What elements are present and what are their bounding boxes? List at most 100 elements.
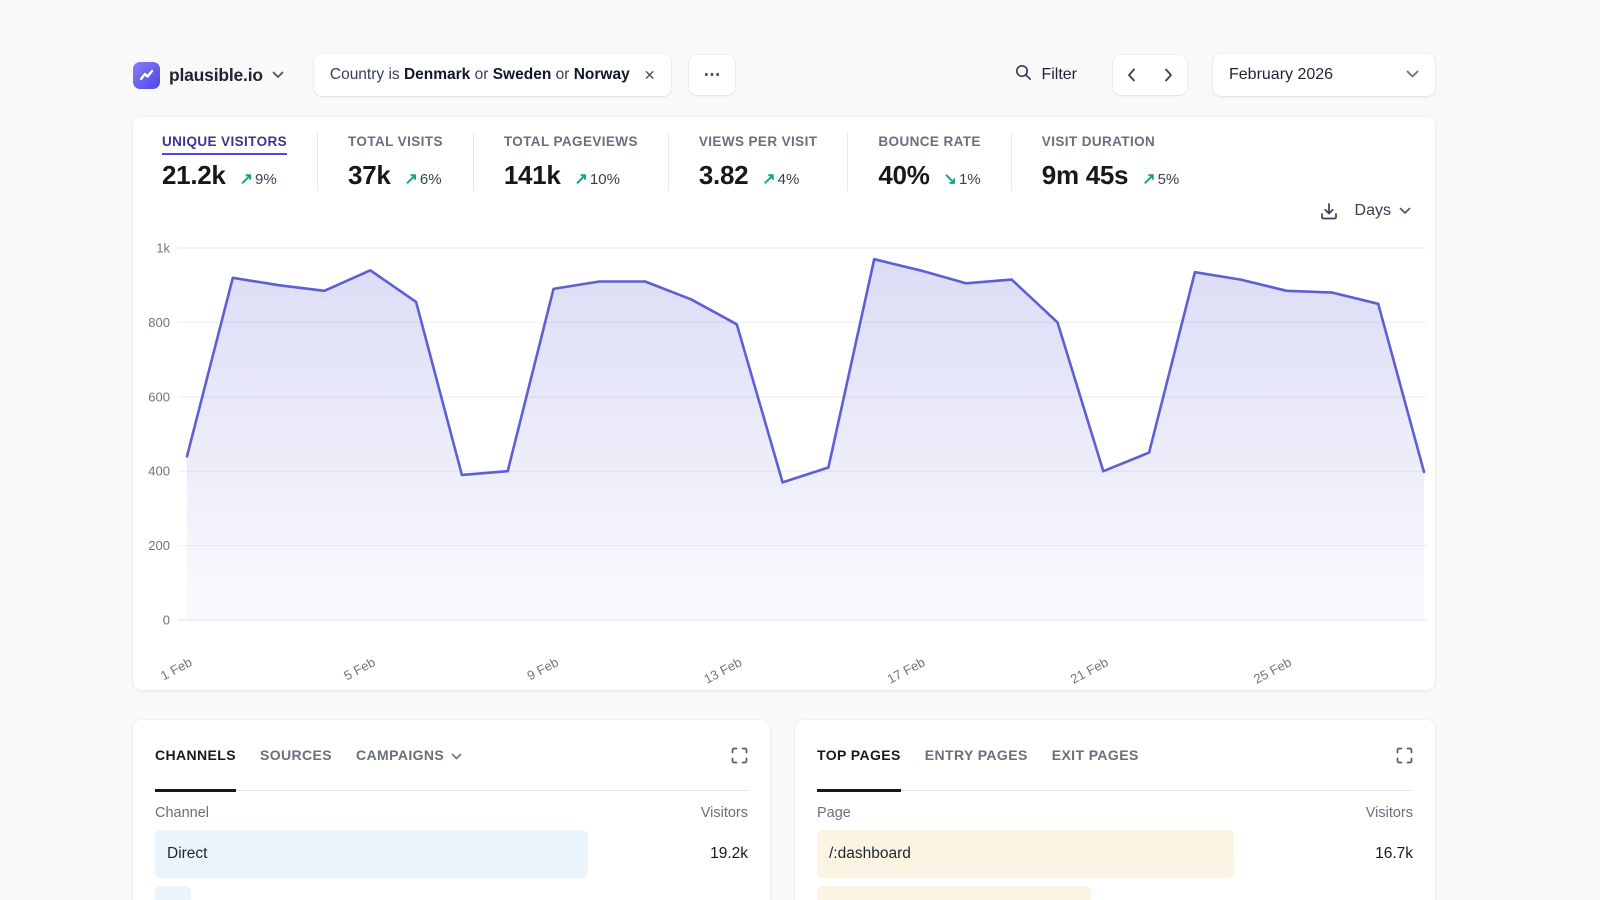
visitors-panel: Unique visitors 21.2k ↗9% Total visits 37k↗6… bbox=[133, 117, 1435, 690]
x-axis-tick-label: 25 Feb bbox=[1251, 654, 1294, 686]
value-bar bbox=[155, 886, 191, 900]
x-axis-tick-label: 5 Feb bbox=[341, 654, 377, 683]
x-axis-tick-label: 13 Feb bbox=[701, 654, 744, 686]
metric-label: Total visits bbox=[348, 134, 443, 155]
arrow-up-right-icon: ↗ bbox=[762, 171, 775, 188]
y-axis-tick-label: 0 bbox=[163, 613, 170, 628]
x-axis-tick-label: 1 Feb bbox=[158, 654, 194, 683]
row-label[interactable]: /:dashboard bbox=[829, 830, 911, 878]
metric-unique-visitors[interactable]: Unique visitors 21.2k ↗9% bbox=[162, 133, 318, 191]
interval-select[interactable]: Days bbox=[1355, 202, 1411, 220]
metric-label: Bounce rate bbox=[878, 134, 980, 155]
metric-bounce-rate[interactable]: Bounce rate 40% ↘1% bbox=[878, 133, 1011, 191]
row-label[interactable]: Direct bbox=[167, 830, 207, 878]
date-range-label: February 2026 bbox=[1229, 66, 1406, 84]
prev-period-button[interactable] bbox=[1123, 64, 1140, 86]
metric-value: 21.2k bbox=[162, 160, 226, 191]
x-axis-tick-label: 21 Feb bbox=[1068, 654, 1111, 686]
chevron-down-icon bbox=[1399, 202, 1411, 220]
column-header-visitors: Visitors bbox=[701, 805, 748, 821]
breakdown-rows: /:dashboard 16.7k bbox=[817, 830, 1413, 900]
metric-value-row: 37k↗6% bbox=[348, 160, 443, 191]
chevron-down-icon bbox=[451, 747, 462, 763]
metric-value: 40% bbox=[878, 160, 929, 191]
y-axis-tick-label: 200 bbox=[148, 538, 170, 553]
chevron-down-icon bbox=[272, 66, 284, 84]
metric-value-row: 21.2k ↗9% bbox=[162, 160, 287, 191]
x-axis-tick-label: 9 Feb bbox=[525, 654, 561, 683]
export-download-icon[interactable] bbox=[1319, 201, 1339, 221]
metric-delta: ↗6% bbox=[405, 169, 442, 189]
area-fill bbox=[187, 259, 1424, 620]
top-pages-panel: Top pagesEntry pagesExit pagesPageVisito… bbox=[795, 720, 1435, 900]
arrow-down-right-icon: ↘ bbox=[944, 171, 957, 188]
tab-channels[interactable]: Channels bbox=[155, 720, 236, 790]
arrow-up-right-icon: ↗ bbox=[1142, 171, 1155, 188]
tab-campaigns[interactable]: Campaigns bbox=[356, 720, 462, 790]
metric-label: Visit duration bbox=[1042, 134, 1155, 155]
visitors-area-chart[interactable]: 0 200 400 600 800 1k 1 Feb 5 Feb 9 Feb 13 Feb 17 F… bbox=[133, 229, 1435, 690]
site-name: plausible.io bbox=[169, 65, 263, 86]
row-value: 19.2k bbox=[710, 830, 748, 878]
plausible-logo-icon bbox=[133, 62, 160, 89]
y-axis-tick-label: 800 bbox=[148, 315, 170, 330]
metric-value-row: 9m 45s ↗5% bbox=[1042, 160, 1179, 191]
column-header-name: Page bbox=[817, 805, 851, 821]
y-axis-tick-label: 400 bbox=[148, 464, 170, 479]
metric-label: Unique visitors bbox=[162, 134, 287, 155]
filter-button-label: Filter bbox=[1041, 66, 1077, 84]
tab-entry-pages[interactable]: Entry pages bbox=[925, 720, 1028, 790]
more-filters-button[interactable]: ⋯ bbox=[689, 55, 735, 95]
metric-total-pageviews[interactable]: Total pageviews 141k ↗10% bbox=[504, 133, 669, 191]
arrow-up-right-icon: ↗ bbox=[240, 171, 253, 188]
arrow-up-right-icon: ↗ bbox=[574, 171, 587, 188]
metric-delta: ↗10% bbox=[574, 169, 619, 189]
metric-views-per-visit[interactable]: Views per visit3.82↗4% bbox=[699, 133, 849, 191]
arrow-up-right-icon: ↗ bbox=[405, 171, 418, 188]
table-row-partial[interactable] bbox=[155, 886, 748, 900]
y-axis-tick-label: 1k bbox=[156, 241, 170, 256]
table-row[interactable]: /:dashboard 16.7k bbox=[817, 830, 1413, 878]
metric-delta: ↘1% bbox=[944, 169, 981, 189]
channels-panel: Channels Sources Campaigns Channel Visitors D… bbox=[133, 720, 770, 900]
top-bar: plausible.io Country is Denmark or Swede… bbox=[133, 52, 1435, 98]
metric-label: Total pageviews bbox=[504, 134, 638, 155]
column-header-name: Channel bbox=[155, 805, 209, 821]
table-row[interactable]: Direct 19.2k bbox=[155, 830, 748, 878]
metric-value: 3.82 bbox=[699, 160, 748, 191]
metric-delta: ↗5% bbox=[1142, 169, 1179, 189]
expand-icon[interactable] bbox=[1396, 747, 1413, 764]
next-period-button[interactable] bbox=[1160, 64, 1177, 86]
date-range-select[interactable]: February 2026 bbox=[1213, 54, 1435, 96]
site-switcher[interactable]: plausible.io bbox=[133, 62, 284, 89]
metric-visit-duration[interactable]: Visit duration 9m 45s ↗5% bbox=[1042, 133, 1209, 191]
tab-exit-pages[interactable]: Exit pages bbox=[1052, 720, 1139, 790]
x-axis-tick-label: 17 Feb bbox=[885, 654, 928, 686]
tabs-row: Channels Sources Campaigns bbox=[155, 720, 748, 791]
metric-total-visits[interactable]: Total visits 37k↗6% bbox=[348, 133, 474, 191]
chart-controls: Days bbox=[1319, 201, 1411, 221]
tab-top-pages[interactable]: Top pages bbox=[817, 720, 901, 790]
metric-value: 141k bbox=[504, 160, 561, 191]
y-axis-tick-label: 600 bbox=[148, 389, 170, 404]
filter-text: Country is Denmark or Sweden or Norway bbox=[330, 66, 630, 84]
filter-button[interactable]: Filter bbox=[1015, 64, 1077, 86]
value-bar bbox=[817, 886, 1091, 900]
breakdown-rows: Direct 19.2k bbox=[155, 830, 748, 900]
search-icon bbox=[1015, 64, 1032, 86]
metric-delta: ↗9% bbox=[240, 169, 277, 189]
tab-sources[interactable]: Sources bbox=[260, 720, 332, 790]
table-row-partial[interactable] bbox=[817, 886, 1413, 900]
remove-filter-icon[interactable]: ✕ bbox=[644, 68, 656, 82]
metric-value-row: 40% ↘1% bbox=[878, 160, 980, 191]
expand-icon[interactable] bbox=[731, 747, 748, 764]
metric-value-row: 3.82 ↗4% bbox=[699, 160, 818, 191]
metric-delta: ↗4% bbox=[762, 169, 799, 189]
row-value: 16.7k bbox=[1375, 830, 1413, 878]
metrics-row: Unique visitors 21.2k ↗9% Total visits 37k↗6… bbox=[162, 133, 1239, 191]
metric-value: 9m 45s bbox=[1042, 160, 1128, 191]
date-nav bbox=[1113, 55, 1187, 95]
metric-value-row: 141k ↗10% bbox=[504, 160, 638, 191]
topbar-right: Filter February 2026 bbox=[1015, 54, 1435, 96]
active-filter-chip[interactable]: Country is Denmark or Sweden or Norway ✕ bbox=[314, 54, 672, 96]
